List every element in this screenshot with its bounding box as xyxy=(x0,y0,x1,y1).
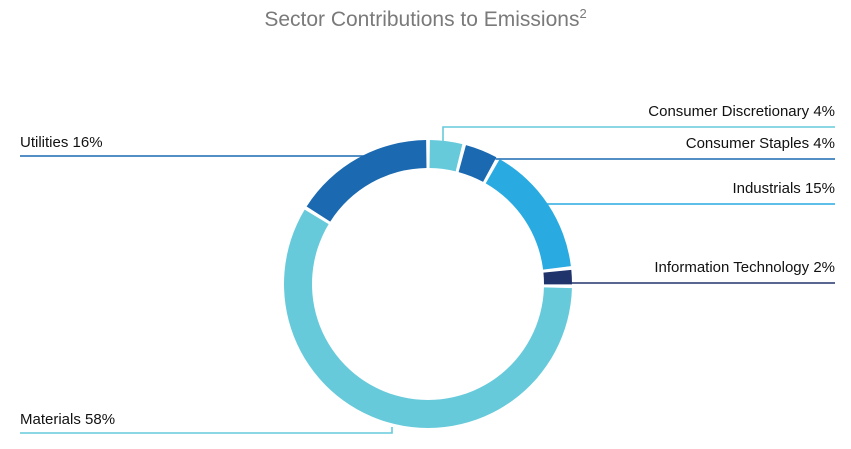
data-label: Industrials 15% xyxy=(732,180,835,197)
leader-line xyxy=(20,427,393,434)
data-label: Consumer Staples 4% xyxy=(686,135,835,152)
title-footnote: 2 xyxy=(579,6,587,21)
chart-title: Sector Contributions to Emissions2 xyxy=(264,6,587,31)
leader-line xyxy=(442,126,835,141)
data-label: Materials 58% xyxy=(20,411,115,428)
slice-consumer-staples xyxy=(458,145,497,182)
slice-consumer-discretionary xyxy=(429,140,463,172)
data-label: Consumer Discretionary 4% xyxy=(648,103,835,120)
data-label: Utilities 16% xyxy=(20,134,103,151)
data-label: Information Technology 2% xyxy=(654,259,835,276)
slice-industrials xyxy=(485,159,571,270)
slice-materials xyxy=(284,209,572,429)
slice-utilities xyxy=(306,140,427,222)
slice-information-technology xyxy=(543,269,572,285)
